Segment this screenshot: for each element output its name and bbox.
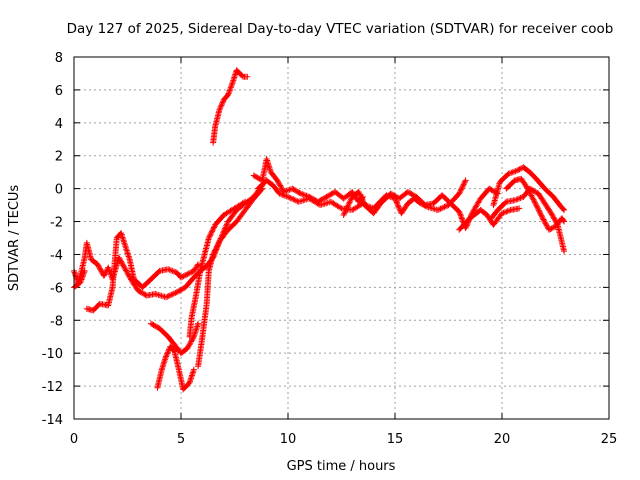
series-layer (71, 67, 568, 393)
series-sat-o (503, 175, 568, 233)
axis-ticks: 0 5 10 15 20 25 -14 -12 -10 -8 -6 -4 -2 0 2 4 6 8 (42, 51, 618, 447)
y-tick-label: 8 (55, 51, 63, 66)
x-tick-label: 0 (70, 432, 78, 447)
series-sat-d (148, 320, 202, 357)
y-axis-label: SDTVAR / TECUs (7, 185, 22, 292)
x-axis-label: GPS time / hours (287, 459, 396, 474)
y-tick-label: -12 (42, 380, 63, 395)
y-tick-label: -10 (42, 347, 63, 362)
series-sat-a (71, 182, 266, 301)
series-sat-g (195, 185, 266, 370)
series-sat-f (186, 198, 249, 340)
y-tick-label: 0 (55, 183, 63, 198)
x-tick-label: 10 (280, 432, 297, 447)
x-tick-label: 25 (601, 432, 618, 447)
series-sat-p (456, 205, 523, 233)
x-tick-label: 15 (387, 432, 404, 447)
series-sat-b (83, 230, 202, 314)
y-tick-label: 4 (55, 117, 63, 132)
y-tick-label: 6 (55, 84, 63, 99)
series-sat-m (490, 164, 568, 214)
y-tick-label: -14 (42, 413, 63, 428)
series-sat-h (210, 67, 251, 146)
plot-frame (73, 56, 610, 420)
y-tick-label: -6 (50, 281, 63, 296)
chart-title: Day 127 of 2025, Sidereal Day-to-day VTE… (67, 21, 614, 37)
y-tick-label: -8 (50, 314, 63, 329)
y-tick-label: -4 (50, 248, 63, 263)
x-tick-label: 5 (177, 432, 185, 447)
x-tick-label: 20 (494, 432, 511, 447)
grid (74, 57, 609, 419)
y-tick-label: 2 (55, 150, 63, 165)
y-tick-label: -2 (50, 216, 63, 231)
series-sat-e (154, 343, 197, 393)
